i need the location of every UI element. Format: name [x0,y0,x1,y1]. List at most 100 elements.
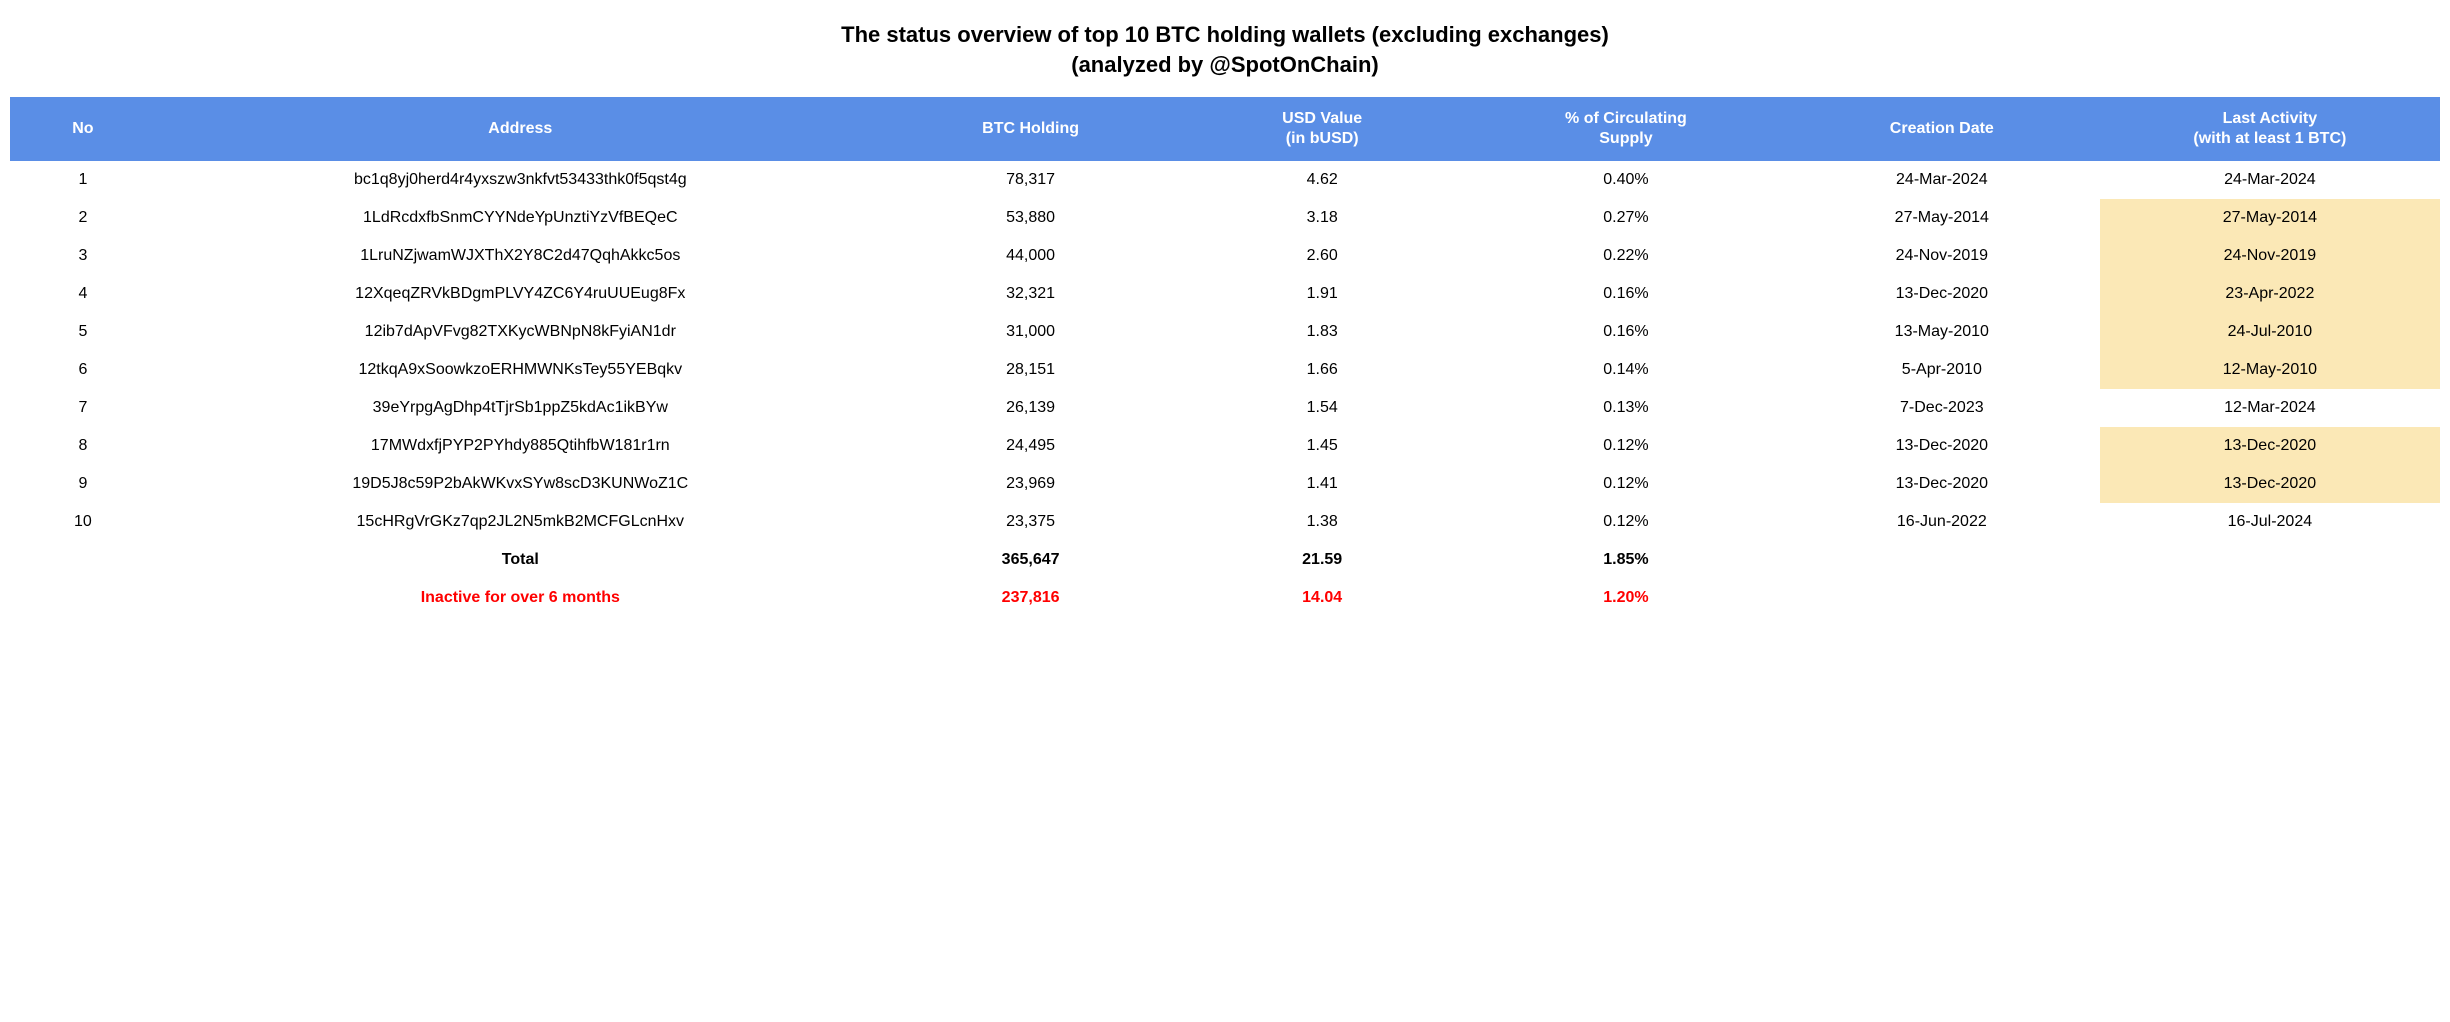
cell-address: 1LruNZjwamWJXThX2Y8C2d47QqhAkkc5os [156,237,885,275]
cell-label: Inactive for over 6 months [156,579,885,617]
cell-btc: 31,000 [885,313,1177,351]
cell-btc: 28,151 [885,351,1177,389]
cell-usd: 1.38 [1176,503,1468,541]
cell-address: bc1q8yj0herd4r4yxszw3nkfvt53433thk0f5qst… [156,161,885,199]
cell-usd: 1.91 [1176,275,1468,313]
cell-no: 10 [10,503,156,541]
cell-usd: 1.66 [1176,351,1468,389]
cell-usd: 1.83 [1176,313,1468,351]
cell-label: Total [156,541,885,579]
cell-last: 13-Dec-2020 [2100,427,2440,465]
cell-btc: 44,000 [885,237,1177,275]
col-btc: BTC Holding [885,97,1177,161]
cell-pct: 0.12% [1468,465,1784,503]
table-header-row: No Address BTC Holding USD Value (in bUS… [10,97,2440,161]
cell-pct: 0.27% [1468,199,1784,237]
cell-address: 12tkqA9xSoowkzoERHMWNKsTey55YEBqkv [156,351,885,389]
cell-usd: 4.62 [1176,161,1468,199]
cell-address: 12ib7dApVFvg82TXKycWBNpN8kFyiAN1dr [156,313,885,351]
cell-usd: 1.41 [1176,465,1468,503]
table-row: 1bc1q8yj0herd4r4yxszw3nkfvt53433thk0f5qs… [10,161,2440,199]
cell-last: 24-Jul-2010 [2100,313,2440,351]
cell-last: 16-Jul-2024 [2100,503,2440,541]
cell-last: 24-Nov-2019 [2100,237,2440,275]
cell-pct: 0.13% [1468,389,1784,427]
cell-no: 2 [10,199,156,237]
col-created: Creation Date [1784,97,2100,161]
cell-pct: 1.20% [1468,579,1784,617]
cell-no: 3 [10,237,156,275]
col-usd: USD Value (in bUSD) [1176,97,1468,161]
cell-created [1784,541,2100,579]
col-no: No [10,97,156,161]
table-row: 21LdRcdxfbSnmCYYNdeYpUnztiYzVfBEQeC53,88… [10,199,2440,237]
cell-btc: 23,375 [885,503,1177,541]
cell-pct: 1.85% [1468,541,1784,579]
table-row: 412XqeqZRVkBDgmPLVY4ZC6Y4ruUUEug8Fx32,32… [10,275,2440,313]
cell-btc: 32,321 [885,275,1177,313]
cell-btc: 26,139 [885,389,1177,427]
cell-no [10,579,156,617]
cell-last: 27-May-2014 [2100,199,2440,237]
cell-btc: 237,816 [885,579,1177,617]
cell-address: 17MWdxfjPYP2PYhdy885QtihfbW181r1rn [156,427,885,465]
cell-pct: 0.12% [1468,503,1784,541]
cell-last: 12-May-2010 [2100,351,2440,389]
cell-pct: 0.12% [1468,427,1784,465]
cell-last [2100,541,2440,579]
cell-last: 13-Dec-2020 [2100,465,2440,503]
col-pct: % of Circulating Supply [1468,97,1784,161]
cell-pct: 0.22% [1468,237,1784,275]
cell-pct: 0.40% [1468,161,1784,199]
table-row: 739eYrpgAgDhp4tTjrSb1ppZ5kdAc1ikBYw26,13… [10,389,2440,427]
cell-pct: 0.16% [1468,313,1784,351]
col-last: Last Activity (with at least 1 BTC) [2100,97,2440,161]
cell-created: 24-Nov-2019 [1784,237,2100,275]
cell-address: 39eYrpgAgDhp4tTjrSb1ppZ5kdAc1ikBYw [156,389,885,427]
cell-btc: 78,317 [885,161,1177,199]
cell-created: 5-Apr-2010 [1784,351,2100,389]
cell-last: 12-Mar-2024 [2100,389,2440,427]
title-line-1: The status overview of top 10 BTC holdin… [841,22,1609,47]
cell-address: 15cHRgVrGKz7qp2JL2N5mkB2MCFGLcnHxv [156,503,885,541]
cell-btc: 23,969 [885,465,1177,503]
cell-no: 7 [10,389,156,427]
cell-no [10,541,156,579]
cell-no: 9 [10,465,156,503]
table-row: 919D5J8c59P2bAkWKvxSYw8scD3KUNWoZ1C23,96… [10,465,2440,503]
cell-address: 1LdRcdxfbSnmCYYNdeYpUnztiYzVfBEQeC [156,199,885,237]
wallets-table: No Address BTC Holding USD Value (in bUS… [10,97,2440,617]
cell-usd: 2.60 [1176,237,1468,275]
table-row: 817MWdxfjPYP2PYhdy885QtihfbW181r1rn24,49… [10,427,2440,465]
cell-created: 13-May-2010 [1784,313,2100,351]
cell-last: 24-Mar-2024 [2100,161,2440,199]
cell-created: 16-Jun-2022 [1784,503,2100,541]
cell-created: 13-Dec-2020 [1784,275,2100,313]
cell-usd: 14.04 [1176,579,1468,617]
cell-usd: 1.54 [1176,389,1468,427]
table-row: 31LruNZjwamWJXThX2Y8C2d47QqhAkkc5os44,00… [10,237,2440,275]
total-row: Total365,64721.591.85% [10,541,2440,579]
cell-created: 13-Dec-2020 [1784,465,2100,503]
cell-no: 1 [10,161,156,199]
cell-no: 4 [10,275,156,313]
cell-usd: 21.59 [1176,541,1468,579]
page-title: The status overview of top 10 BTC holdin… [10,20,2440,79]
cell-no: 6 [10,351,156,389]
cell-created: 7-Dec-2023 [1784,389,2100,427]
cell-last: 23-Apr-2022 [2100,275,2440,313]
table-row: 1015cHRgVrGKz7qp2JL2N5mkB2MCFGLcnHxv23,3… [10,503,2440,541]
col-address: Address [156,97,885,161]
cell-address: 12XqeqZRVkBDgmPLVY4ZC6Y4ruUUEug8Fx [156,275,885,313]
cell-btc: 53,880 [885,199,1177,237]
cell-created [1784,579,2100,617]
cell-btc: 24,495 [885,427,1177,465]
cell-usd: 1.45 [1176,427,1468,465]
cell-last [2100,579,2440,617]
cell-btc: 365,647 [885,541,1177,579]
cell-no: 8 [10,427,156,465]
table-row: 612tkqA9xSoowkzoERHMWNKsTey55YEBqkv28,15… [10,351,2440,389]
cell-address: 19D5J8c59P2bAkWKvxSYw8scD3KUNWoZ1C [156,465,885,503]
cell-pct: 0.16% [1468,275,1784,313]
cell-created: 27-May-2014 [1784,199,2100,237]
